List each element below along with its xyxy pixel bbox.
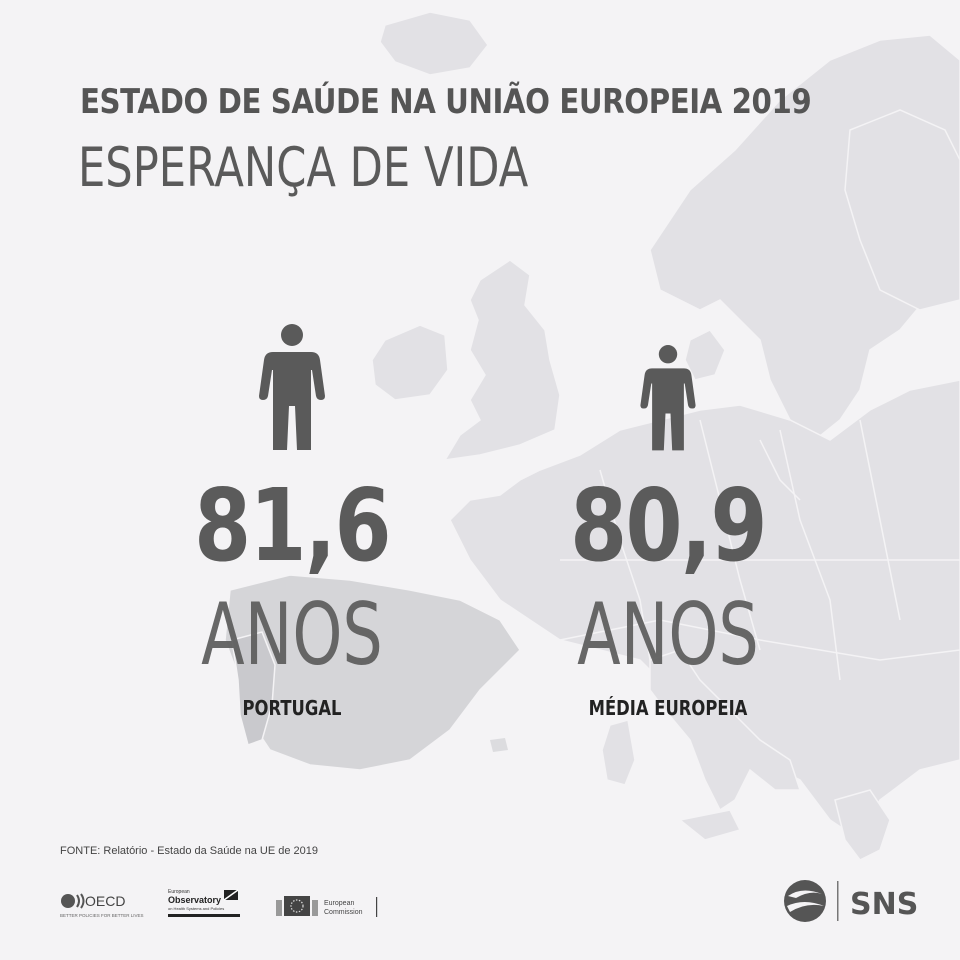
- european-commission-logo: European Commission: [276, 896, 378, 917]
- observatory-line3: on Health Systems and Policies: [168, 906, 224, 911]
- sns-logo: SNS: [784, 880, 918, 922]
- person-icon: [259, 324, 325, 450]
- oecd-logo-text: OECD: [85, 893, 125, 909]
- page-subtitle: ESPERANÇA DE VIDA: [78, 136, 529, 199]
- unit-label: ANOS: [577, 585, 759, 685]
- page-title: ESTADO DE SAÚDE NA UNIÃO EUROPEIA 2019: [80, 82, 812, 122]
- life-expectancy-value: 80,9: [570, 467, 767, 584]
- oecd-logo: OECD BETTER POLICIES FOR BETTER LIVES: [60, 893, 144, 918]
- observatory-logo: European Observatory on Health Systems a…: [168, 889, 240, 917]
- oecd-logo-tagline: BETTER POLICIES FOR BETTER LIVES: [60, 913, 144, 918]
- stat-eu-average: 80,9 ANOS MÉDIA EUROPEIA: [538, 345, 798, 720]
- person-icon: [640, 345, 696, 451]
- region-label: MÉDIA EUROPEIA: [588, 696, 748, 720]
- ec-line1: European: [324, 900, 354, 907]
- unit-label: ANOS: [201, 585, 383, 685]
- observatory-line2: Observatory: [168, 895, 221, 905]
- observatory-line1: European: [168, 889, 190, 895]
- country-label: PORTUGAL: [242, 696, 342, 720]
- sns-logo-text: SNS: [850, 887, 918, 922]
- source-note: FONTE: Relatório - Estado da Saúde na UE…: [60, 845, 319, 857]
- life-expectancy-value: 81,6: [194, 467, 391, 584]
- stat-portugal: 81,6 ANOS PORTUGAL: [162, 324, 422, 720]
- ec-line2: Commission: [324, 909, 363, 916]
